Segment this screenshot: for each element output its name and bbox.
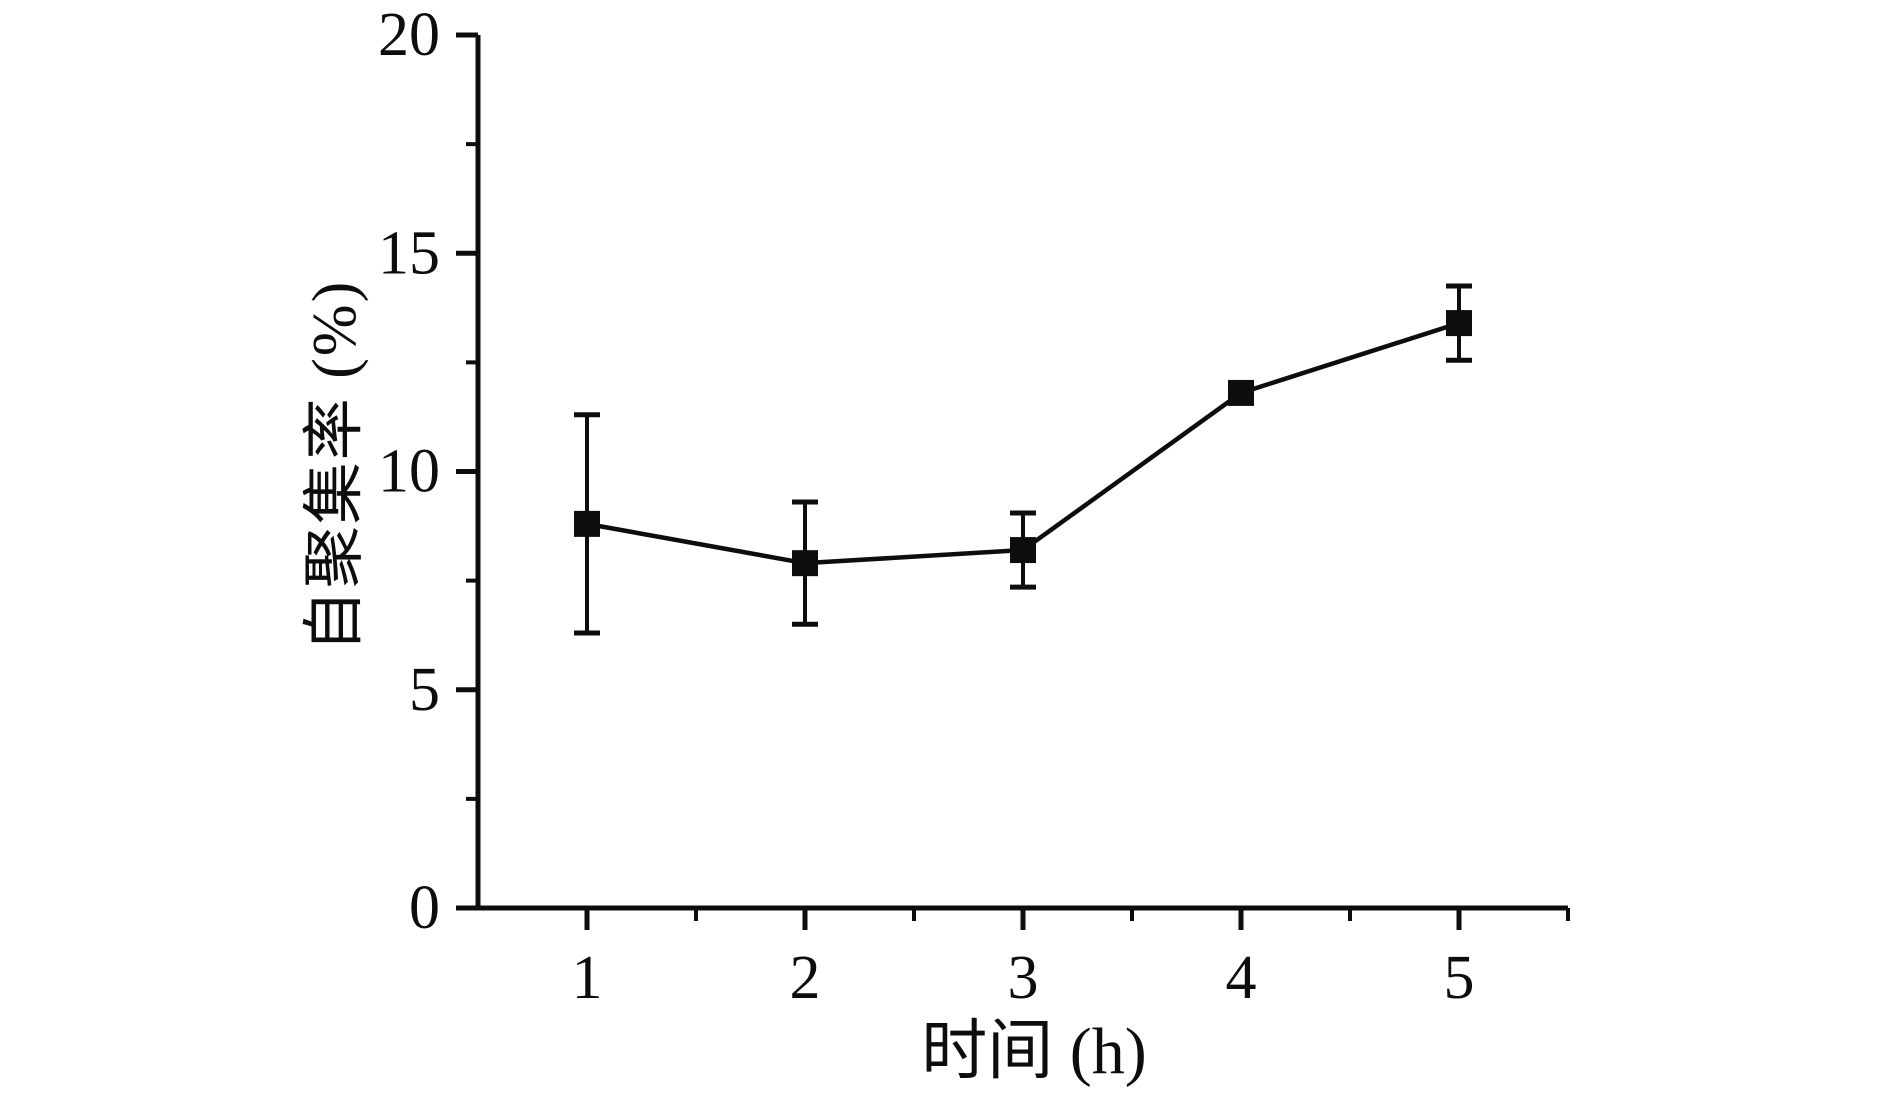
data-point-2 [792,550,818,577]
x-tick-label: 3 [1008,944,1039,1012]
y-axis-title: 自聚集率 (%) [301,279,369,653]
x-tick-label: 1 [572,944,603,1012]
data-point-4 [1228,379,1254,406]
y-tick-label: 15 [378,219,440,287]
x-tick-label: 5 [1444,944,1475,1012]
x-tick-label: 2 [790,944,821,1012]
y-tick-label: 0 [409,874,440,942]
data-point-5 [1446,310,1472,337]
y-tick-label: 10 [378,438,440,506]
x-axis-title: 时间 (h) [921,1015,1147,1088]
y-tick-label: 20 [378,1,440,69]
data-point-1 [574,510,600,537]
x-tick-label: 4 [1226,944,1257,1012]
data-point-3 [1010,537,1036,564]
y-tick-label: 5 [409,656,440,724]
